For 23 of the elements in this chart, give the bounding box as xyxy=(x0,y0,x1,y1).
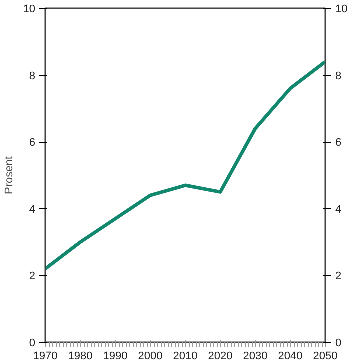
x-tick-label: 2010 xyxy=(173,350,198,362)
x-tick-label: 1970 xyxy=(33,350,58,362)
y2-tick-label: 4 xyxy=(336,204,342,216)
x-tick-label: 2000 xyxy=(138,350,163,362)
x-tick-label: 1990 xyxy=(103,350,128,362)
y-axis-title: Prosent xyxy=(3,156,16,194)
x-tick-label: 2050 xyxy=(313,350,338,362)
line-series xyxy=(46,60,326,271)
y2-tick-label: 6 xyxy=(336,137,342,150)
y2-tick-label: 8 xyxy=(336,70,342,82)
y-tick-label: 6 xyxy=(29,137,36,150)
y2-tick-label: 2 xyxy=(336,270,342,283)
x-tick-label: 2040 xyxy=(278,350,303,362)
y-tick-label: 4 xyxy=(29,204,36,216)
y-tick-label: 8 xyxy=(29,70,36,82)
y-tick-label: 0 xyxy=(29,338,36,350)
x-tick-label: 2020 xyxy=(208,350,233,362)
x-tick-label: 1980 xyxy=(68,350,93,362)
y-tick-label: 10 xyxy=(23,4,36,16)
y-tick-label: 2 xyxy=(29,270,36,283)
y2-tick-label: 0 xyxy=(336,338,342,350)
y2-tick-label: 10 xyxy=(336,4,348,16)
x-tick-label: 2030 xyxy=(243,350,268,362)
